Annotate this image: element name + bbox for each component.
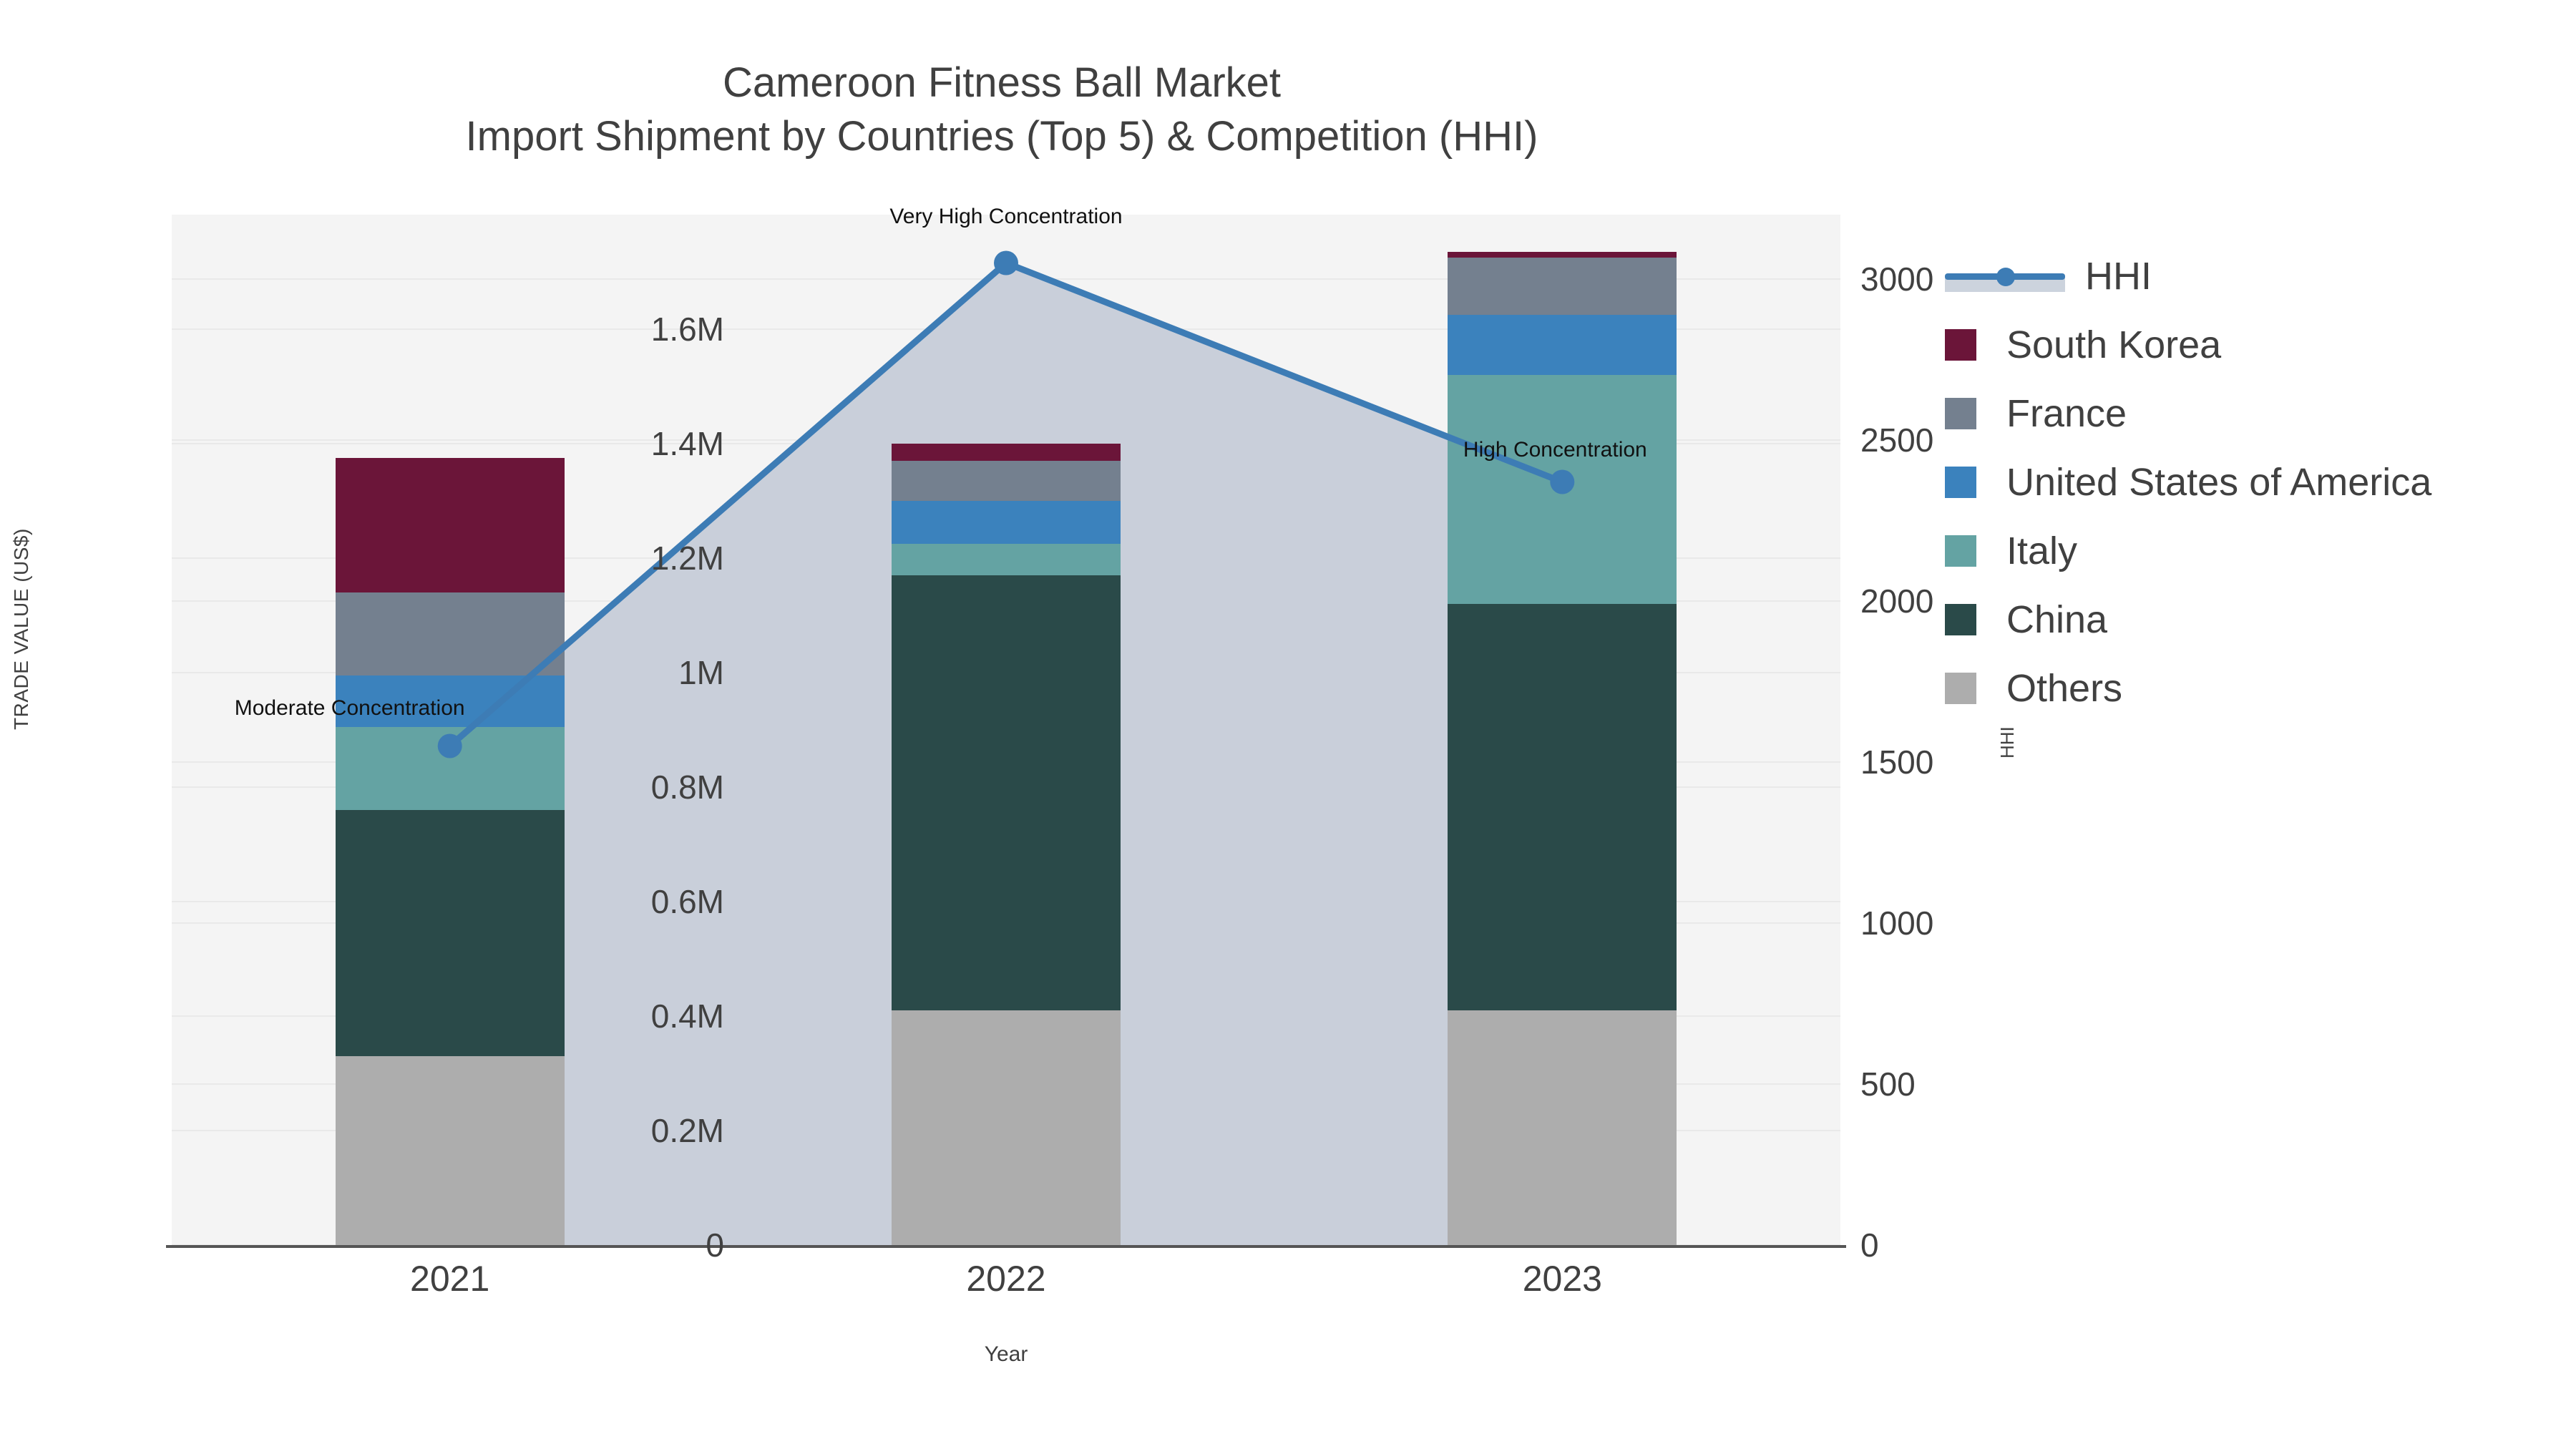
y-axis-left-tick: 0.6M — [650, 883, 724, 920]
hhi-line-marker-icon — [1945, 260, 2065, 292]
legend-swatch-icon — [1945, 329, 1976, 361]
y-axis-left-tick: 0 — [706, 1226, 724, 1264]
chart-title: Cameroon Fitness Ball Market Import Ship… — [0, 56, 2004, 164]
bar-segment-united-states-of-america[interactable] — [335, 675, 565, 727]
x-axis-tick-2022: 2022 — [966, 1259, 1046, 1299]
chart-title-line-1: Cameroon Fitness Ball Market — [722, 59, 1282, 106]
annotation-2022: Very High Concentration — [889, 204, 1123, 228]
bar-segment-others[interactable] — [1448, 1010, 1677, 1245]
hhi-point-2021[interactable] — [437, 733, 462, 758]
hhi-point-2023[interactable] — [1550, 469, 1575, 494]
hhi-point-2022[interactable] — [994, 250, 1018, 275]
legend-label: South Korea — [2006, 323, 2222, 366]
bar-segment-south-korea[interactable] — [335, 458, 565, 592]
y-axis-right-label: HHI — [1996, 726, 2018, 758]
legend-label: HHI — [2085, 255, 2152, 298]
chart-legend: HHI South Korea France United States of Ame… — [1945, 242, 2431, 723]
legend-item-hhi[interactable]: HHI — [1945, 242, 2431, 311]
legend-swatch-icon — [1945, 398, 1976, 429]
x-axis-line — [166, 1245, 1846, 1248]
legend-swatch-icon — [1945, 604, 1976, 635]
legend-item-south-korea[interactable]: South Korea — [1945, 311, 2431, 379]
plot-area — [172, 215, 1840, 1245]
bar-segment-china[interactable] — [1448, 604, 1677, 1010]
legend-label: Others — [2006, 667, 2123, 710]
legend-swatch-icon — [1945, 535, 1976, 567]
annotation-2021: Moderate Concentration — [234, 696, 465, 720]
bar-segment-china[interactable] — [892, 575, 1121, 1010]
y-axis-left-tick: 1.4M — [650, 425, 724, 462]
y-axis-left-tick: 0.8M — [650, 769, 724, 806]
chart-title-line-2: Import Shipment by Countries (Top 5) & C… — [465, 113, 1538, 160]
bar-segment-others[interactable] — [892, 1010, 1121, 1245]
x-axis-tick-2023: 2023 — [1522, 1259, 1602, 1299]
bar-segment-others[interactable] — [335, 1056, 565, 1245]
bar-segment-united-states-of-america[interactable] — [1448, 315, 1677, 375]
bar-segment-italy[interactable] — [892, 544, 1121, 575]
x-axis-label: Year — [984, 1342, 1028, 1366]
legend-item-united-states-of-america[interactable]: United States of America — [1945, 448, 2431, 517]
bar-group-2022[interactable] — [892, 215, 1121, 1245]
y-axis-right-tick: 500 — [1860, 1065, 1916, 1103]
bar-segment-south-korea[interactable] — [892, 444, 1121, 461]
hhi-line-series — [437, 250, 1575, 758]
legend-item-others[interactable]: Others — [1945, 654, 2431, 723]
bar-group-2021[interactable] — [335, 215, 565, 1245]
legend-item-france[interactable]: France — [1945, 379, 2431, 448]
bar-segment-france[interactable] — [892, 461, 1121, 501]
legend-label: France — [2006, 392, 2127, 435]
legend-item-china[interactable]: China — [1945, 585, 2431, 654]
y-axis-left-label: TRADE VALUE (US$) — [10, 528, 32, 730]
y-axis-left-tick: 1M — [678, 654, 724, 691]
bar-segment-france[interactable] — [1448, 258, 1677, 315]
x-axis-tick-2021: 2021 — [410, 1259, 490, 1299]
y-axis-right-tick: 1000 — [1860, 904, 1934, 942]
y-axis-left-tick: 1.2M — [650, 540, 724, 577]
legend-label: United States of America — [2006, 461, 2432, 504]
legend-item-italy[interactable]: Italy — [1945, 517, 2431, 585]
bar-segment-china[interactable] — [335, 810, 565, 1056]
annotation-2023: High Concentration — [1463, 437, 1647, 462]
bar-segment-france[interactable] — [335, 592, 565, 675]
y-axis-right-tick: 0 — [1860, 1226, 1879, 1264]
y-axis-right-tick: 1500 — [1860, 743, 1934, 781]
y-axis-right-tick: 2000 — [1860, 582, 1934, 620]
y-axis-right-tick: 3000 — [1860, 260, 1934, 298]
y-axis-left-tick: 0.2M — [650, 1112, 724, 1149]
bar-segment-south-korea[interactable] — [1448, 252, 1677, 258]
bar-segment-united-states-of-america[interactable] — [892, 501, 1121, 544]
legend-swatch-icon — [1945, 467, 1976, 498]
legend-label: China — [2006, 598, 2108, 641]
y-axis-right-tick: 2500 — [1860, 421, 1934, 459]
legend-label: Italy — [2006, 530, 2078, 572]
y-axis-left-tick: 0.4M — [650, 997, 724, 1035]
legend-swatch-icon — [1945, 673, 1976, 704]
y-axis-left-tick: 1.6M — [650, 311, 724, 348]
